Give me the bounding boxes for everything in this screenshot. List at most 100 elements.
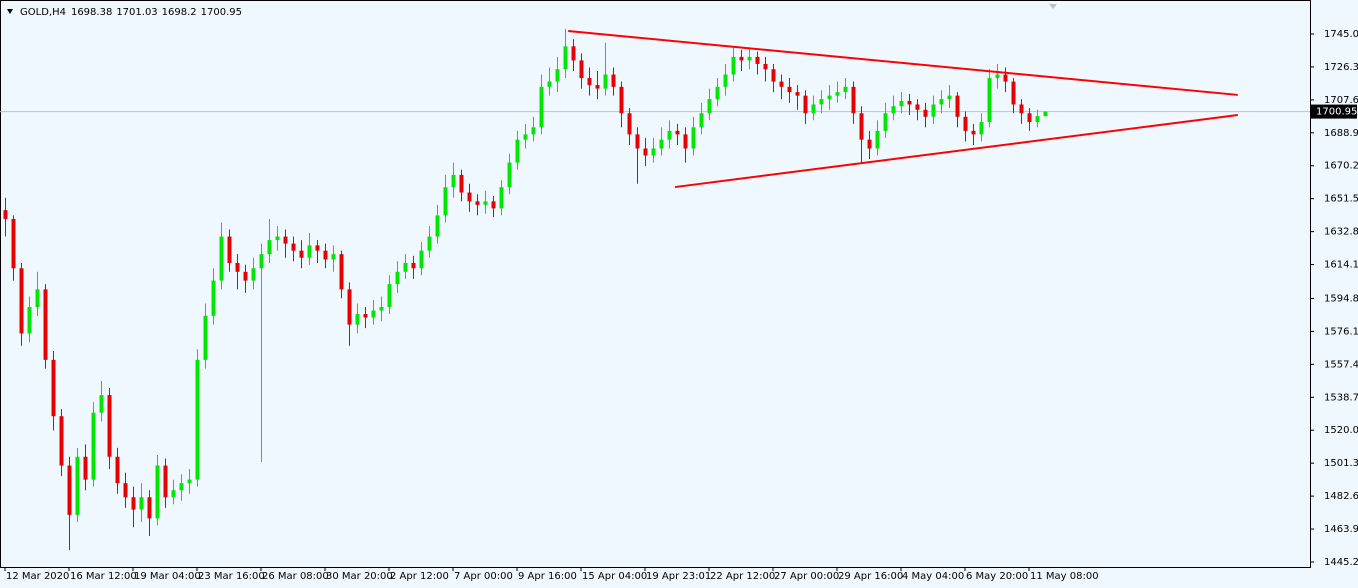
candle-body <box>507 162 512 188</box>
candle-body <box>771 69 776 82</box>
y-tick-label: 1745.00 <box>1324 29 1358 40</box>
candle-body <box>347 289 352 325</box>
candle-body <box>907 100 912 105</box>
candle-body <box>363 314 368 318</box>
candle-body <box>435 215 440 237</box>
candle-body <box>539 86 544 128</box>
candle-body <box>971 130 976 135</box>
y-tick-label: 1726.30 <box>1324 62 1358 73</box>
candle-body <box>371 310 376 318</box>
candle-body <box>1035 116 1040 123</box>
candle-body <box>467 192 472 202</box>
candle-body <box>243 271 248 281</box>
candle-body <box>995 74 1000 79</box>
candle-body <box>179 483 184 491</box>
candle-body <box>91 412 96 480</box>
candle-body <box>723 74 728 87</box>
candle-body <box>979 122 984 135</box>
candle-body <box>827 95 832 100</box>
candle-body <box>531 127 536 135</box>
candle-body <box>683 134 688 149</box>
candle-body <box>851 86 856 114</box>
x-tick-label: 26 Mar 08:00 <box>262 571 329 582</box>
candle-body <box>523 134 528 140</box>
candle-body <box>315 245 320 251</box>
candle-body <box>1003 74 1008 82</box>
candle-body <box>59 416 64 466</box>
candle-body <box>387 284 392 308</box>
x-tick-label: 7 Apr 00:00 <box>454 571 513 582</box>
candle-body <box>707 99 712 114</box>
x-tick-label: 19 Mar 04:00 <box>134 571 201 582</box>
y-tick-label: 1463.95 <box>1324 524 1358 535</box>
candle-body <box>795 92 800 96</box>
x-tick-label: 19 Apr 23:01 <box>646 571 711 582</box>
candle-body <box>571 46 576 61</box>
candle-body <box>323 250 328 260</box>
low: 1698.2 <box>162 7 197 18</box>
candle-body <box>691 127 696 149</box>
x-tick-label: 11 May 08:00 <box>1030 571 1099 582</box>
candle-body <box>3 210 8 219</box>
candle-body <box>1027 113 1032 123</box>
candle-body <box>139 497 144 510</box>
candle-body <box>747 56 752 61</box>
y-tick-label: 1557.45 <box>1324 359 1358 370</box>
candle-body <box>811 104 816 114</box>
candle-body <box>123 483 128 498</box>
candle-body <box>835 92 840 96</box>
candle-body <box>675 130 680 135</box>
candle-body <box>11 218 16 269</box>
candle-body <box>875 130 880 149</box>
candle-body <box>659 139 664 149</box>
candle-body <box>219 236 224 281</box>
candle-body <box>1043 111 1048 117</box>
candle-body <box>635 134 640 149</box>
candle-body <box>819 99 824 105</box>
plot-frame <box>0 0 1311 568</box>
trendline <box>674 114 1238 189</box>
candle-body <box>395 271 400 285</box>
candle-body <box>867 139 872 149</box>
candle-body <box>883 113 888 131</box>
trendline <box>568 30 1238 96</box>
candle-body <box>83 456 88 480</box>
candle-body <box>619 86 624 114</box>
candle-body <box>19 268 24 334</box>
symbol: GOLD,H4 <box>20 7 66 18</box>
candle-body <box>955 95 960 117</box>
close: 1700.95 <box>201 7 242 18</box>
candle-body <box>147 497 152 519</box>
x-tick-label: 2 Apr 12:00 <box>390 571 449 582</box>
candle-body <box>731 56 736 75</box>
y-tick-label: 1632.80 <box>1324 227 1358 238</box>
candle-body <box>891 106 896 114</box>
candle-body <box>459 174 464 193</box>
candle-body <box>283 236 288 244</box>
x-tick-label: 23 Mar 16:00 <box>198 571 265 582</box>
candle-body <box>427 236 432 251</box>
candle-body <box>379 307 384 311</box>
candle-body <box>259 254 264 269</box>
candle-body <box>763 63 768 70</box>
x-tick-label: 29 Apr 16:00 <box>838 571 903 582</box>
candle-body <box>115 456 120 484</box>
candle-body <box>307 245 312 258</box>
candle-body <box>67 465 72 515</box>
candle-body <box>859 113 864 140</box>
y-tick-label: 1651.50 <box>1324 194 1358 205</box>
candle-body <box>475 201 480 205</box>
x-tick-label: 6 May 20:00 <box>966 571 1028 582</box>
candle-body <box>1019 104 1024 114</box>
candle-body <box>451 174 456 188</box>
candle-body <box>627 113 632 135</box>
candle-body <box>755 56 760 64</box>
candle-body <box>843 86 848 93</box>
candle-body <box>411 262 416 269</box>
menu-arrow <box>7 9 13 14</box>
candle-body <box>787 86 792 93</box>
candle-body <box>699 113 704 128</box>
candle-body <box>491 201 496 209</box>
candle-body <box>235 262 240 272</box>
